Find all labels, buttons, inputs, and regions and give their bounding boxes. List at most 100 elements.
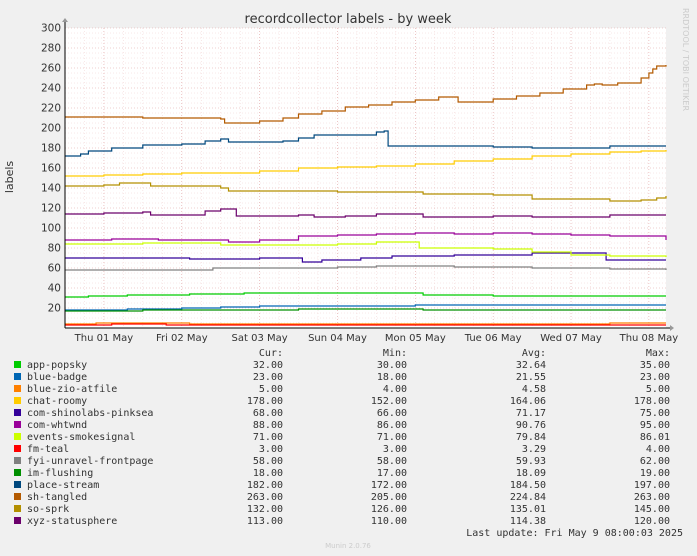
legend-cur-value: 88.00 [253, 420, 283, 431]
legend-swatch [14, 481, 21, 488]
legend-avg-value: 114.38 [510, 516, 546, 527]
legend-max-value: 197.00 [634, 480, 670, 491]
munin-footer: Munin 2.0.76 [325, 542, 371, 550]
legend-max-value: 145.00 [634, 504, 670, 515]
legend-swatch [14, 505, 21, 512]
legend-max-value: 95.00 [640, 420, 670, 431]
x-tick-label: Thu 08 May [619, 333, 679, 344]
legend-swatch [14, 421, 21, 428]
y-tick-label: 160 [41, 163, 61, 175]
y-tick-label: 280 [41, 43, 61, 55]
legend-swatch [14, 373, 21, 380]
legend-swatch [14, 433, 21, 440]
legend-avg-value: 224.84 [510, 492, 546, 503]
legend-series-name: chat-roomy [27, 396, 87, 407]
legend-cur-value: 263.00 [247, 492, 283, 503]
y-tick-label: 20 [48, 303, 61, 315]
legend-swatch [14, 445, 21, 452]
legend-swatch [14, 397, 21, 404]
legend-cur-value: 18.00 [253, 468, 283, 479]
legend: app-popsky 32.00 30.00 32.64 35.00 blue-badge… [14, 360, 670, 527]
legend-avg-value: 79.84 [516, 432, 546, 443]
series-line-chat-roomy [65, 150, 667, 177]
legend-cur-value: 132.00 [247, 504, 283, 515]
series-line-com-whtwnd [65, 232, 667, 243]
y-tick-label: 80 [48, 243, 61, 255]
grid [65, 27, 666, 328]
legend-series-name: im-flushing [27, 468, 93, 479]
x-tick-label: Mon 05 May [385, 333, 446, 344]
y-tick-label: 100 [41, 223, 61, 235]
legend-avg-value: 4.58 [522, 384, 546, 395]
legend-header: Cur: Min: Avg: Max: [259, 348, 670, 359]
legend-cur-value: 68.00 [253, 408, 283, 419]
y-axis-arrow [62, 18, 68, 22]
legend-header-avg: Avg: [522, 348, 546, 359]
legend-series-name: app-popsky [27, 360, 87, 371]
legend-min-value: 110.00 [371, 516, 407, 527]
legend-swatch [14, 457, 21, 464]
last-update: Last update: Fri May 9 08:00:03 2025 [466, 528, 683, 539]
legend-series-name: events-smokesignal [27, 432, 135, 443]
legend-avg-value: 18.09 [516, 468, 546, 479]
series-line-fm-teal [65, 323, 666, 326]
legend-series-name: blue-zio-atfile [27, 384, 117, 395]
legend-avg-value: 90.76 [516, 420, 546, 431]
legend-min-value: 18.00 [377, 372, 407, 383]
rrdtool-side-label: RRDTOOL / TOBI OETIKER [681, 8, 690, 111]
legend-cur-value: 113.00 [247, 516, 283, 527]
legend-min-value: 172.00 [371, 480, 407, 491]
x-tick-label: Fri 02 May [156, 333, 208, 344]
legend-avg-value: 32.64 [516, 360, 546, 371]
legend-series-name: blue-badge [27, 372, 87, 383]
legend-swatch [14, 385, 21, 392]
y-tick-label: 240 [41, 83, 61, 95]
legend-series-name: xyz-statusphere [27, 516, 117, 527]
legend-series-name: fyi-unravel-frontpage [27, 456, 153, 467]
series-lines [65, 65, 667, 326]
legend-series-name: sh-tangled [27, 492, 87, 503]
legend-header-max: Max: [646, 348, 670, 359]
legend-max-value: 35.00 [640, 360, 670, 371]
legend-series-name: place-stream [27, 480, 99, 491]
legend-min-value: 205.00 [371, 492, 407, 503]
x-tick-label: Sun 04 May [308, 333, 367, 344]
series-line-fyi-unravel-frontpage [65, 265, 667, 271]
x-tick-label: Wed 07 May [540, 333, 602, 344]
legend-max-value: 120.00 [634, 516, 670, 527]
legend-min-value: 126.00 [371, 504, 407, 515]
series-line-sh-tangled [65, 65, 667, 124]
legend-max-value: 263.00 [634, 492, 670, 503]
y-tick-label: 120 [41, 203, 61, 215]
legend-swatch [14, 493, 21, 500]
legend-min-value: 30.00 [377, 360, 407, 371]
series-line-place-stream [65, 130, 666, 157]
legend-avg-value: 3.29 [522, 444, 546, 455]
y-tick-label: 200 [41, 123, 61, 135]
y-tick-label: 180 [41, 143, 61, 155]
legend-cur-value: 5.00 [259, 384, 283, 395]
legend-min-value: 3.00 [383, 444, 407, 455]
legend-max-value: 23.00 [640, 372, 670, 383]
legend-min-value: 86.00 [377, 420, 407, 431]
legend-max-value: 86.01 [640, 432, 670, 443]
legend-cur-value: 23.00 [253, 372, 283, 383]
legend-cur-value: 71.00 [253, 432, 283, 443]
legend-min-value: 66.00 [377, 408, 407, 419]
chart-title: recordcollector labels - by week [245, 12, 452, 27]
y-tick-label: 220 [41, 103, 61, 115]
legend-max-value: 19.00 [640, 468, 670, 479]
legend-series-name: com-shinolabs-pinksea [27, 408, 153, 419]
legend-series-name: com-whtwnd [27, 420, 87, 431]
axes: 20 40 60 80 100 120 140 160 180 200 220 240 260 280 30… [41, 18, 678, 344]
legend-min-value: 58.00 [377, 456, 407, 467]
legend-cur-value: 178.00 [247, 396, 283, 407]
series-line-blue-badge [65, 304, 666, 311]
legend-avg-value: 71.17 [516, 408, 546, 419]
legend-swatch [14, 361, 21, 368]
series-line-events-smokesignal [65, 241, 667, 257]
legend-max-value: 178.00 [634, 396, 670, 407]
legend-series-name: fm-teal [27, 444, 69, 455]
series-line-im-flushing [65, 308, 666, 312]
